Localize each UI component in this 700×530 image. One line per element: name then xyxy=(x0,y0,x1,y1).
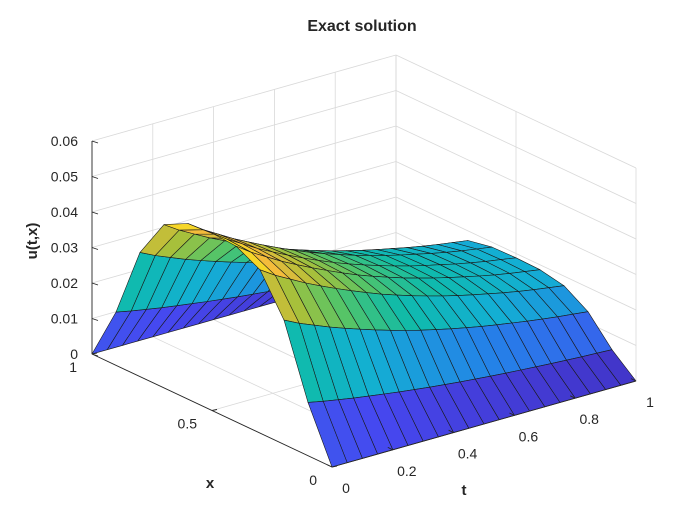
t-tick-label: 0.4 xyxy=(458,446,478,462)
z-tick-label: 0.06 xyxy=(51,133,78,149)
x-axis-label: t xyxy=(462,482,467,499)
z-tick-mark xyxy=(91,353,99,357)
z-tick-mark xyxy=(91,318,99,321)
z-tick-label: 0.03 xyxy=(51,240,78,256)
x-tick-mark xyxy=(211,409,218,411)
x-tick-label: 0.5 xyxy=(178,416,198,432)
x-tick-label: 1 xyxy=(69,359,77,375)
t-axis-line xyxy=(331,380,637,468)
gridline-z-back xyxy=(91,161,397,248)
z-tick-label: 0.05 xyxy=(51,169,78,185)
z-tick-mark xyxy=(91,282,99,286)
z-axis-label: u(t,x) xyxy=(24,223,41,260)
z-tick-mark xyxy=(91,176,99,179)
t-tick-mark xyxy=(509,412,515,416)
t-tick-mark xyxy=(326,464,333,468)
t-tick-mark xyxy=(630,378,637,382)
t-tick-label: 0.6 xyxy=(519,428,539,444)
z-tick-label: 0.04 xyxy=(51,204,78,220)
gridline-z-back xyxy=(91,125,397,213)
y-axis-label: x xyxy=(206,475,215,492)
gridline-z-back xyxy=(91,90,397,177)
t-tick-label: 0.2 xyxy=(397,463,417,479)
x-tick-mark xyxy=(331,465,338,468)
z-tick-label: 0.02 xyxy=(51,275,78,291)
t-tick-label: 0 xyxy=(342,480,350,496)
t-tick-mark xyxy=(570,395,576,399)
t-tick-label: 0.8 xyxy=(579,411,599,427)
axis-layer: 00.20.40.60.8100.5100.010.020.030.040.05… xyxy=(51,133,654,496)
z-tick-mark xyxy=(91,211,99,215)
chart-title: Exact solution xyxy=(307,18,416,35)
t-tick-mark xyxy=(448,429,454,434)
z-tick-label: 0.01 xyxy=(51,311,78,327)
surface-layer xyxy=(91,223,637,468)
z-tick-mark xyxy=(91,247,99,250)
grid-layer xyxy=(91,54,637,468)
z-tick-label: 0 xyxy=(70,346,78,362)
t-tick-label: 1 xyxy=(646,394,654,410)
gridline-z-back xyxy=(91,54,397,142)
x-tick-label: 0 xyxy=(309,472,317,488)
t-tick-mark xyxy=(387,446,393,451)
z-tick-mark xyxy=(91,140,99,144)
